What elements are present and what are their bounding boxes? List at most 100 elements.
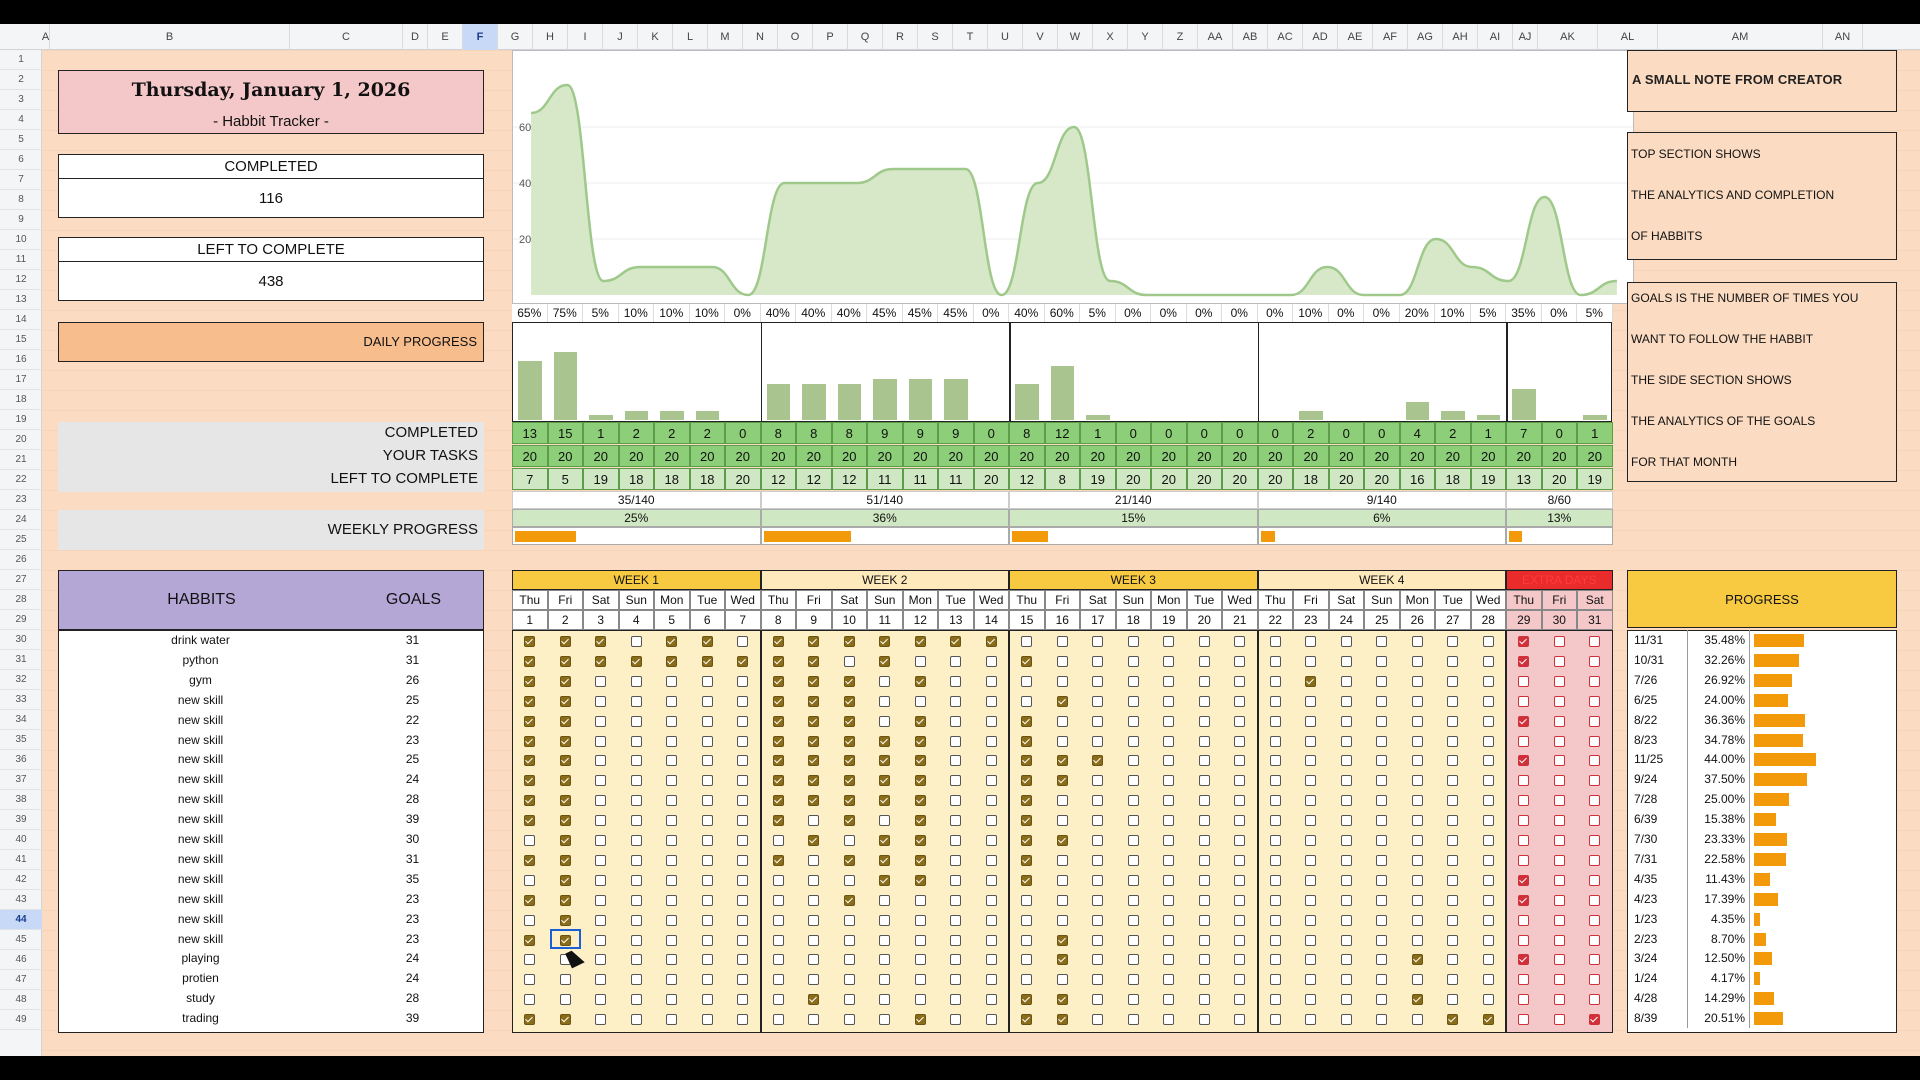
column-header-M[interactable]: M — [708, 24, 743, 50]
habit-checkbox[interactable] — [1021, 894, 1032, 906]
habit-checkbox[interactable] — [1021, 636, 1032, 647]
row-header-40[interactable]: 40 — [0, 830, 42, 850]
habit-checkbox[interactable] — [1411, 854, 1423, 866]
row-header-10[interactable]: 10 — [0, 230, 42, 250]
habit-checkbox[interactable] — [879, 854, 890, 866]
habit-checkbox[interactable] — [1021, 775, 1032, 787]
habit-checkbox[interactable] — [879, 655, 890, 667]
habit-checkbox[interactable] — [985, 655, 997, 667]
habit-checkbox[interactable] — [772, 974, 784, 986]
habit-checkbox[interactable] — [559, 894, 571, 906]
habit-checkbox[interactable] — [843, 994, 855, 1006]
row-header-33[interactable]: 33 — [0, 690, 42, 710]
habit-checkbox[interactable] — [1305, 775, 1316, 787]
habit-checkbox[interactable] — [808, 894, 819, 906]
habit-checkbox[interactable] — [1553, 835, 1565, 846]
selected-cell[interactable] — [549, 928, 581, 949]
habit-checkbox[interactable] — [1163, 994, 1174, 1006]
habit-checkbox[interactable] — [559, 974, 571, 986]
habit-checkbox[interactable] — [737, 675, 748, 687]
habit-checkbox[interactable] — [1518, 854, 1529, 866]
habit-checkbox[interactable] — [1589, 815, 1600, 827]
habit-checkbox[interactable] — [559, 636, 571, 647]
habit-checkbox[interactable] — [666, 954, 677, 966]
habit-checkbox[interactable] — [630, 735, 642, 747]
column-header-I[interactable]: I — [568, 24, 603, 50]
habit-checkbox[interactable] — [701, 735, 713, 747]
row-headers[interactable]: 1 2 3 4 5 6 7 8 9 10 11 12 13 14 15 16 17 18 19 20 21 22 23 24 2… — [0, 50, 42, 1056]
habit-checkbox[interactable] — [1234, 815, 1245, 827]
column-header-AL[interactable]: AL — [1598, 24, 1658, 50]
row-header-14[interactable]: 14 — [0, 310, 42, 330]
habit-checkbox[interactable] — [950, 874, 961, 886]
habit-checkbox[interactable] — [1198, 934, 1210, 946]
habit-checkbox[interactable] — [1198, 874, 1210, 886]
habit-checkbox[interactable] — [1411, 655, 1423, 667]
habit-checkbox[interactable] — [1447, 835, 1458, 846]
habit-checkbox[interactable] — [701, 675, 713, 687]
habit-checkbox[interactable] — [985, 994, 997, 1006]
habit-checkbox[interactable] — [559, 695, 571, 707]
column-header-U[interactable]: U — [988, 24, 1023, 50]
habit-checkbox[interactable] — [1589, 1014, 1600, 1026]
habit-checkbox[interactable] — [1269, 994, 1281, 1006]
habit-checkbox[interactable] — [879, 1014, 890, 1026]
habit-checkbox[interactable] — [666, 974, 677, 986]
habit-checkbox[interactable] — [1553, 854, 1565, 866]
habit-checkbox[interactable] — [1447, 854, 1458, 866]
habit-checkbox[interactable] — [1447, 914, 1458, 926]
habit-checkbox[interactable] — [1411, 636, 1423, 647]
habit-checkbox[interactable] — [914, 835, 926, 846]
habit-checkbox[interactable] — [737, 695, 748, 707]
habit-checkbox[interactable] — [843, 934, 855, 946]
habit-checkbox[interactable] — [1482, 715, 1494, 727]
habit-checkbox[interactable] — [1092, 954, 1103, 966]
habit-checkbox[interactable] — [1305, 934, 1316, 946]
habit-checkbox[interactable] — [1411, 675, 1423, 687]
habit-checkbox[interactable] — [1340, 715, 1352, 727]
habit-checkbox[interactable] — [808, 854, 819, 866]
habit-checkbox[interactable] — [1553, 675, 1565, 687]
habit-checkbox[interactable] — [1340, 854, 1352, 866]
habit-checkbox[interactable] — [1340, 775, 1352, 787]
habit-checkbox[interactable] — [1127, 934, 1139, 946]
habit-checkbox[interactable] — [666, 715, 677, 727]
habit-checkbox[interactable] — [1447, 655, 1458, 667]
habit-checkbox[interactable] — [1411, 994, 1423, 1006]
habit-checkbox[interactable] — [914, 735, 926, 747]
habit-checkbox[interactable] — [666, 655, 677, 667]
habit-checkbox[interactable] — [808, 1014, 819, 1026]
habit-checkbox[interactable] — [1305, 735, 1316, 747]
habit-checkbox[interactable] — [1305, 1014, 1316, 1026]
habit-checkbox[interactable] — [1092, 735, 1103, 747]
habit-checkbox[interactable] — [1553, 715, 1565, 727]
habit-checkbox[interactable] — [595, 994, 606, 1006]
habit-checkbox[interactable] — [1092, 675, 1103, 687]
habit-checkbox[interactable] — [701, 835, 713, 846]
habit-checkbox[interactable] — [595, 675, 606, 687]
habit-checkbox[interactable] — [524, 914, 535, 926]
row-header-1[interactable]: 1 — [0, 50, 42, 70]
habit-checkbox[interactable] — [559, 994, 571, 1006]
habit-checkbox[interactable] — [1305, 695, 1316, 707]
habit-checkbox[interactable] — [737, 795, 748, 807]
habit-checkbox[interactable] — [1482, 974, 1494, 986]
habit-checkbox[interactable] — [524, 1014, 535, 1026]
habit-checkbox[interactable] — [1340, 695, 1352, 707]
habit-checkbox[interactable] — [666, 854, 677, 866]
habit-checkbox[interactable] — [1127, 974, 1139, 986]
habit-checkbox[interactable] — [666, 874, 677, 886]
habit-checkbox[interactable] — [950, 974, 961, 986]
habit-checkbox[interactable] — [1482, 934, 1494, 946]
habit-checkbox[interactable] — [1589, 636, 1600, 647]
habit-checkbox[interactable] — [595, 954, 606, 966]
column-header-O[interactable]: O — [778, 24, 813, 50]
column-header-AF[interactable]: AF — [1373, 24, 1408, 50]
column-header-Q[interactable]: Q — [848, 24, 883, 50]
habit-checkbox[interactable] — [1518, 815, 1529, 827]
habit-checkbox[interactable] — [524, 675, 535, 687]
habit-checkbox[interactable] — [950, 1014, 961, 1026]
habit-checkbox[interactable] — [772, 695, 784, 707]
habit-checkbox[interactable] — [985, 954, 997, 966]
habit-checkbox[interactable] — [843, 715, 855, 727]
